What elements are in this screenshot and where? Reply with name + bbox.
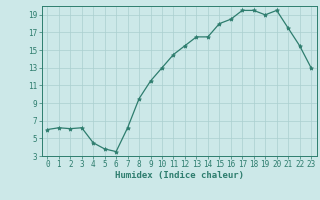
X-axis label: Humidex (Indice chaleur): Humidex (Indice chaleur): [115, 171, 244, 180]
